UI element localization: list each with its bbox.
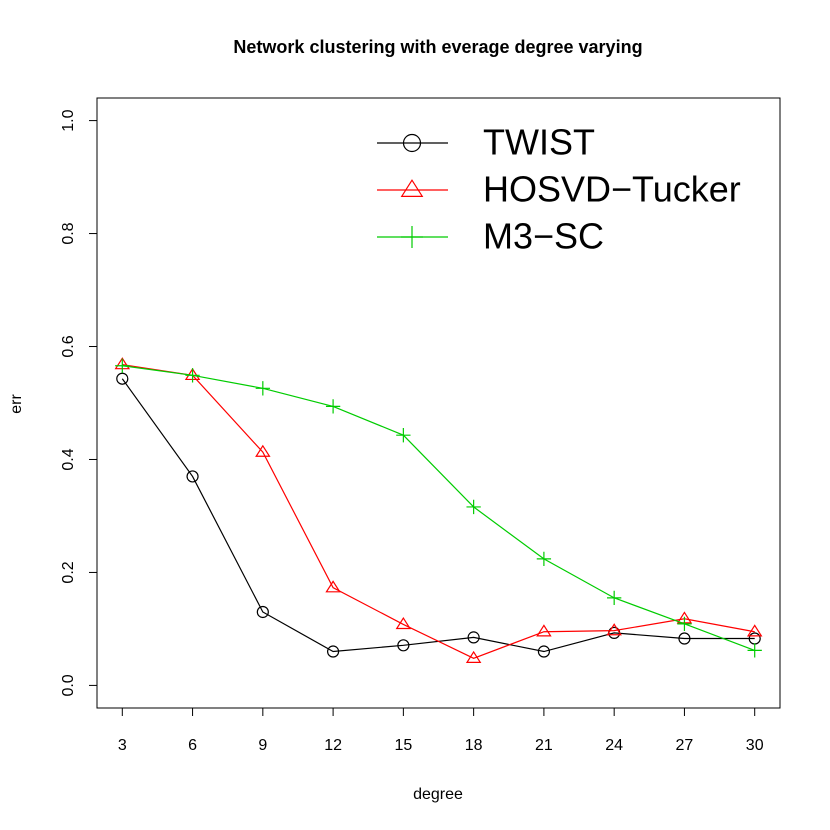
plot-box xyxy=(96,97,781,709)
x-axis-label: degree xyxy=(413,786,463,803)
y-tick-label: 0.4 xyxy=(60,448,77,470)
point xyxy=(747,643,762,658)
point xyxy=(255,444,271,457)
series-line xyxy=(122,363,755,659)
point xyxy=(466,499,481,515)
chart-title: Network clustering with everage degree v… xyxy=(233,37,642,57)
y-tick-label: 0.0 xyxy=(60,674,77,696)
point xyxy=(395,616,412,630)
point xyxy=(467,631,480,644)
point xyxy=(255,381,270,396)
point xyxy=(325,399,341,414)
legend-label: HOSVD−Tucker xyxy=(483,169,741,210)
x-tick-label: 27 xyxy=(676,737,694,754)
point xyxy=(185,368,200,383)
point xyxy=(678,632,691,645)
point xyxy=(606,623,622,636)
point xyxy=(746,624,763,637)
x-tick-label: 24 xyxy=(605,737,623,754)
point xyxy=(256,605,269,619)
point xyxy=(537,645,551,658)
x-tick-label: 30 xyxy=(746,737,764,754)
y-axis-label: err xyxy=(8,394,25,414)
y-tick-label: 0.2 xyxy=(60,561,77,583)
point xyxy=(116,372,129,385)
x-tick-label: 3 xyxy=(118,737,127,754)
point xyxy=(326,645,340,658)
point xyxy=(465,650,482,664)
point xyxy=(607,590,622,606)
legend-label: TWIST xyxy=(483,122,595,163)
point xyxy=(115,358,130,373)
y-tick-label: 0.6 xyxy=(60,335,77,357)
x-tick-label: 15 xyxy=(394,737,412,754)
point xyxy=(677,616,692,631)
legend-marker xyxy=(400,225,424,249)
point xyxy=(325,580,341,593)
x-tick-label: 12 xyxy=(324,737,342,754)
point xyxy=(186,470,199,483)
y-tick-label: 0.8 xyxy=(60,222,77,244)
point xyxy=(397,639,410,652)
legend-label: M3−SC xyxy=(483,216,604,257)
legend-marker xyxy=(400,179,424,197)
point xyxy=(396,428,411,443)
point xyxy=(536,624,552,637)
y-tick-label: 1.0 xyxy=(60,109,77,131)
series-line xyxy=(122,365,755,651)
legend-marker xyxy=(402,133,422,153)
x-tick-label: 18 xyxy=(465,737,483,754)
x-tick-label: 6 xyxy=(188,737,197,754)
x-tick-label: 9 xyxy=(258,737,267,754)
x-tick-label: 21 xyxy=(535,737,553,754)
point xyxy=(536,551,552,567)
